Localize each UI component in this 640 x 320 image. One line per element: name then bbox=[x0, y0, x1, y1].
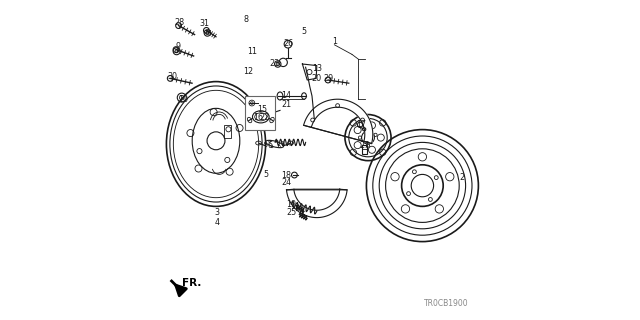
Text: 9: 9 bbox=[175, 42, 180, 51]
Text: 2: 2 bbox=[460, 173, 465, 182]
Text: 4: 4 bbox=[214, 218, 220, 227]
Text: 8: 8 bbox=[244, 15, 249, 24]
Text: 3: 3 bbox=[214, 208, 220, 217]
Text: 26: 26 bbox=[283, 39, 293, 48]
Text: 13: 13 bbox=[312, 64, 322, 73]
Text: 21: 21 bbox=[282, 100, 291, 109]
Text: 12: 12 bbox=[243, 68, 253, 76]
Text: 6: 6 bbox=[268, 141, 273, 150]
Text: 1: 1 bbox=[332, 37, 337, 46]
Text: 24: 24 bbox=[282, 178, 291, 187]
Bar bbox=[224, 125, 231, 138]
Bar bbox=[245, 96, 275, 130]
Text: 14: 14 bbox=[282, 92, 291, 100]
Text: 31: 31 bbox=[200, 20, 210, 28]
Text: 10: 10 bbox=[178, 95, 188, 104]
Text: 27: 27 bbox=[360, 141, 370, 150]
Text: 5: 5 bbox=[263, 170, 268, 179]
Polygon shape bbox=[287, 189, 347, 218]
Text: 7: 7 bbox=[300, 211, 305, 220]
Text: TR0CB1900: TR0CB1900 bbox=[424, 299, 468, 308]
Text: 22: 22 bbox=[260, 113, 270, 122]
Text: 29: 29 bbox=[324, 74, 334, 83]
Text: FR.: FR. bbox=[182, 278, 201, 288]
Text: 20: 20 bbox=[312, 74, 322, 83]
Bar bbox=[362, 145, 367, 154]
Polygon shape bbox=[302, 64, 317, 80]
Text: 17: 17 bbox=[356, 120, 366, 129]
Polygon shape bbox=[303, 99, 372, 143]
Text: 16: 16 bbox=[253, 113, 263, 122]
Text: 18: 18 bbox=[282, 171, 291, 180]
Text: 5: 5 bbox=[301, 28, 307, 36]
Text: 25: 25 bbox=[286, 208, 296, 217]
Text: 28: 28 bbox=[175, 18, 185, 27]
Text: 30: 30 bbox=[167, 72, 177, 81]
Text: 19: 19 bbox=[286, 200, 296, 209]
Text: 15: 15 bbox=[257, 105, 267, 114]
Text: 11: 11 bbox=[247, 47, 257, 56]
Text: 23: 23 bbox=[269, 60, 279, 68]
